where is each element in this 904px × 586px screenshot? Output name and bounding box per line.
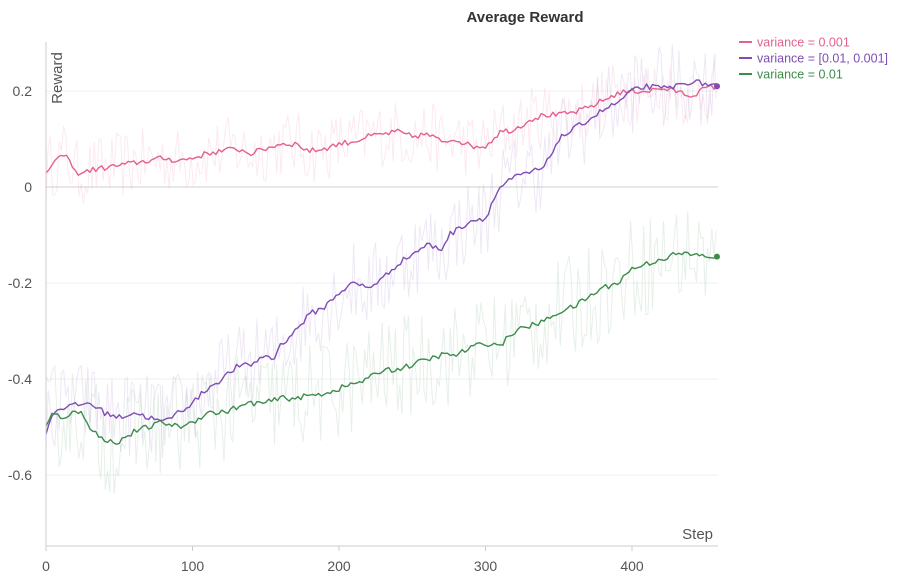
y-tick-label: 0.2 <box>13 83 33 99</box>
series-end-marker <box>713 253 720 260</box>
y-tick-label: -0.2 <box>8 275 32 291</box>
raw-series-trace <box>45 44 717 458</box>
grid <box>46 90 718 476</box>
x-tick-label: 300 <box>474 558 498 574</box>
series-end-marker <box>713 83 720 90</box>
series-line[interactable] <box>45 79 717 435</box>
y-tick-label: -0.4 <box>8 371 32 387</box>
legend-item[interactable]: variance = [0.01, 0.001] <box>739 52 888 66</box>
x-axis-title: Step <box>682 526 713 543</box>
y-tick-label: -0.6 <box>8 467 32 483</box>
raw-series-trace <box>45 53 717 204</box>
legend-item[interactable]: variance = 0.01 <box>739 68 843 82</box>
legend-label: variance = 0.001 <box>757 36 850 50</box>
x-tick-label: 100 <box>181 558 205 574</box>
y-axis-title: Reward <box>49 52 66 104</box>
legend-item[interactable]: variance = 0.001 <box>739 36 850 50</box>
x-tick-label: 200 <box>327 558 351 574</box>
x-tick-label: 0 <box>42 558 50 574</box>
raw-series-trace <box>45 211 717 495</box>
series-layer <box>45 79 720 445</box>
legend[interactable]: variance = 0.001 variance = [0.01, 0.001]… <box>739 36 888 82</box>
legend-label: variance = [0.01, 0.001] <box>757 52 888 66</box>
x-tick-label: 400 <box>620 558 644 574</box>
chart-title: Average Reward <box>467 9 584 26</box>
tick-labels: 0.2 0 -0.2 -0.4 -0.6 0 100 200 300 400 <box>8 83 644 574</box>
axes <box>45 42 718 551</box>
series-line[interactable] <box>45 251 718 445</box>
y-tick-label: 0 <box>24 179 32 195</box>
series-line[interactable] <box>45 84 718 176</box>
legend-label: variance = 0.01 <box>757 68 843 82</box>
